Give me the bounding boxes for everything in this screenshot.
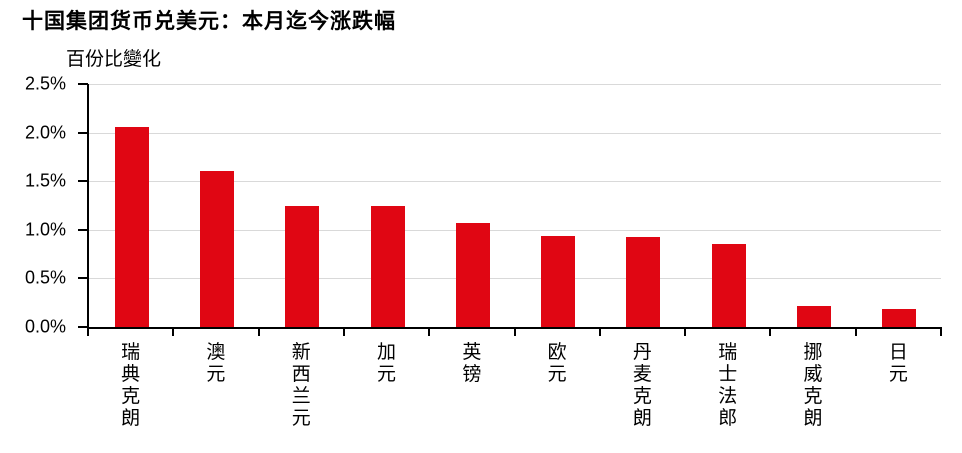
x-tick-label: 英镑 (462, 342, 482, 385)
y-tick-label: 1.5% (24, 170, 66, 191)
x-tick-mark (87, 329, 89, 336)
y-tick-label: 0.0% (24, 316, 66, 337)
x-tick-mark (257, 329, 260, 336)
gridline (89, 132, 941, 134)
x-tick-mark (940, 329, 942, 336)
x-tick-mark (172, 329, 175, 336)
y-tick-label: 2.5% (24, 73, 66, 94)
bar (199, 171, 234, 327)
x-tick-mark (342, 329, 345, 336)
gridline (89, 84, 941, 85)
bar (882, 308, 917, 327)
bar (285, 205, 320, 327)
y-axis-title: 百份比變化 (66, 49, 162, 70)
y-tick-mark (78, 326, 88, 328)
gridline (89, 229, 941, 231)
bar (711, 244, 746, 327)
y-tick-mark (78, 228, 88, 231)
x-tick-label: 澳元 (206, 342, 226, 385)
x-tick-mark (769, 329, 772, 336)
bar (541, 235, 576, 327)
y-tick-mark (78, 277, 88, 280)
x-tick-label: 新西兰元 (291, 342, 311, 429)
x-tick-mark (598, 329, 601, 336)
x-tick-mark (684, 329, 687, 336)
x-tick-label: 瑞典克朗 (121, 342, 141, 429)
x-tick-label: 日元 (888, 342, 908, 385)
bar (797, 305, 832, 327)
bar (626, 236, 661, 327)
y-tick-label: 2.0% (24, 122, 66, 143)
plot-area (89, 84, 941, 327)
x-tick-mark (854, 329, 857, 336)
x-tick-label: 丹麦克朗 (632, 342, 652, 429)
x-tick-mark (428, 329, 431, 336)
x-tick-mark (513, 329, 516, 336)
x-tick-label: 欧元 (547, 342, 567, 385)
x-axis-line (87, 327, 942, 329)
gridline (89, 278, 941, 280)
bar (455, 223, 490, 327)
bar (370, 206, 405, 327)
y-axis-line (87, 84, 89, 329)
y-tick-label: 0.5% (24, 267, 66, 288)
y-tick-mark (78, 83, 88, 85)
x-tick-label: 加元 (377, 342, 397, 385)
y-tick-label: 1.0% (24, 219, 66, 240)
x-tick-label: 挪威克朗 (803, 342, 823, 429)
y-tick-mark (78, 131, 88, 134)
y-tick-mark (78, 180, 88, 183)
bar (114, 126, 149, 327)
x-tick-label: 瑞士法郎 (718, 342, 738, 429)
gridline (89, 181, 941, 183)
chart-title: 十国集团货币兑美元：本月迄今涨跌幅 (22, 10, 396, 33)
